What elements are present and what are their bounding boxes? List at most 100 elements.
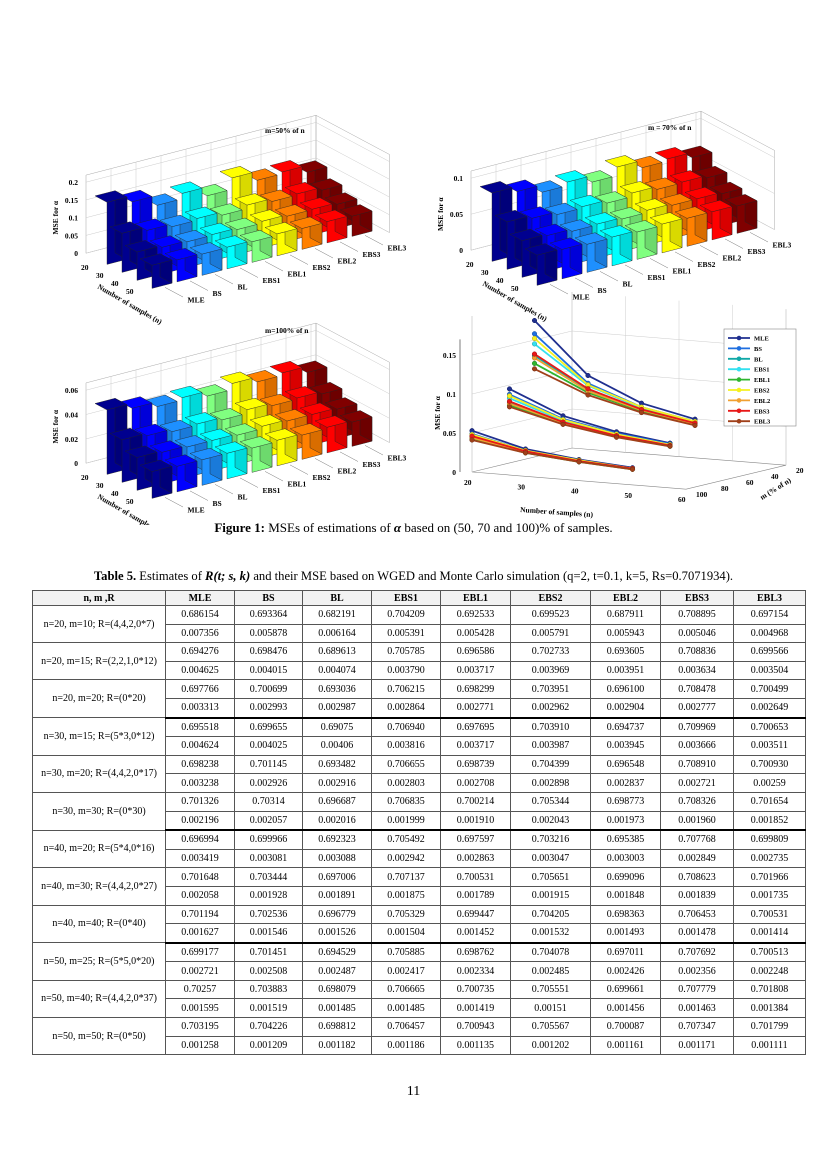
- table-cell: 0.005428: [440, 623, 511, 644]
- bar-EBS1-n50: [214, 235, 248, 270]
- data-point: [531, 317, 538, 324]
- data-point: [629, 466, 636, 472]
- bar-top-face: [184, 206, 218, 219]
- bar-top-face: [169, 385, 203, 398]
- bar-top-face: [234, 193, 268, 206]
- y-tick-label: 20: [796, 466, 804, 475]
- method-label: BL: [238, 492, 248, 501]
- table-cell: 0.701799: [733, 1017, 806, 1037]
- grid-line: [85, 354, 390, 415]
- table-cell: 0.696687: [302, 791, 372, 812]
- method-tick: [549, 284, 569, 295]
- bar-top-face: [284, 386, 318, 399]
- legend-marker: [736, 366, 742, 372]
- table-cell: 0.001111: [733, 1035, 806, 1056]
- method-label: BL: [623, 279, 633, 288]
- grid-line: [471, 408, 787, 434]
- bar-top-face: [139, 253, 173, 266]
- legend-label: EBS2: [754, 388, 770, 395]
- table-cell: 0.695385: [590, 829, 661, 850]
- x-tick-label: 20: [464, 478, 472, 487]
- table-cell: 0.698079: [302, 979, 372, 1000]
- table-cell: 0.694737: [590, 717, 661, 738]
- legend-item: EBL1: [728, 377, 770, 384]
- table-cell: 0.698363: [590, 904, 661, 925]
- table-cell: 0.003238: [165, 773, 235, 793]
- table-cell: 0.699523: [510, 605, 591, 625]
- table-cell: 0.709969: [660, 717, 734, 738]
- table-cell: 0.006164: [302, 623, 372, 644]
- estimate-row: n=20, m=15; R=(2,2,1,0*12) 0.694276 0.6984…: [32, 642, 806, 681]
- table-cell: 0.001186: [371, 1035, 441, 1056]
- table-cell: 0.701451: [234, 942, 303, 963]
- table-cell: 0.003717: [440, 736, 511, 756]
- table-cell: 0.002417: [371, 961, 441, 981]
- table-cell: 0.001419: [440, 998, 511, 1019]
- table-cell: 0.001485: [371, 998, 441, 1019]
- data-point: [531, 351, 538, 357]
- estimate-row: n=30, m=15; R=(5*3,0*12) 0.695518 0.699655…: [32, 717, 806, 756]
- table-cell: 0.706665: [371, 979, 441, 1000]
- table-cell: 0.697695: [440, 717, 511, 738]
- table-cell: 0.002649: [733, 697, 806, 719]
- table-cell: 0.699177: [165, 942, 235, 963]
- table-cell: 0.700499: [733, 679, 806, 699]
- x-tick-label: 30: [518, 482, 526, 491]
- bar-BS-n50: [549, 237, 583, 280]
- series-line: [509, 395, 671, 446]
- table-cell: 0.694276: [165, 642, 235, 662]
- table-cell: 0.001973: [590, 810, 661, 832]
- figure-caption-symbol: α: [393, 520, 402, 535]
- legend-marker: [736, 418, 742, 424]
- mse-row: 0.003313 0.002993 0.002987 0.002864 0.002771…: [33, 697, 806, 719]
- estimate-row: n=30, m=20; R=(4,4,2,0*17) 0.698238 0.7011…: [32, 754, 806, 793]
- table-cell: 0.700214: [440, 791, 511, 812]
- table-cell: 0.001452: [440, 923, 511, 944]
- legend: MLE BS BL EBS1 EBL1 EBS2 EBL2 EBS3 EBL3: [723, 328, 797, 427]
- method-tick: [239, 477, 259, 488]
- legend-item: EBS1: [728, 367, 770, 374]
- table-cell: 0.002771: [440, 697, 511, 719]
- bar-top-face: [314, 209, 348, 222]
- method-tick: [214, 484, 234, 495]
- data-point: [531, 360, 538, 366]
- scheme-label: n=50, m=40; R=(4,4,2,0*37): [32, 979, 166, 1019]
- method-label: BS: [213, 289, 222, 298]
- table-cell: 0.70257: [165, 979, 235, 1000]
- table-cell: 0.001504: [371, 923, 441, 944]
- table-cell: 0.708895: [660, 605, 734, 625]
- bar-EBS2-n50: [264, 428, 298, 467]
- figure-caption: Figure 1: MSEs of estimations of α based…: [0, 520, 827, 536]
- y-tick-label: 100: [696, 490, 708, 499]
- bar-top-face: [159, 419, 193, 432]
- x-tick-label: 50: [625, 491, 633, 500]
- method-label: EBL2: [723, 253, 742, 262]
- bar-BL-n50: [189, 447, 223, 486]
- data-point: [531, 331, 538, 337]
- column-header: EBS1: [371, 590, 441, 606]
- bar-top-face: [259, 393, 293, 406]
- column-header: BL: [302, 590, 372, 606]
- table-cell: 0.699809: [733, 829, 806, 850]
- legend-box: [723, 328, 797, 427]
- bar-EBS2-n50: [264, 221, 298, 257]
- bar-top-face: [509, 228, 543, 241]
- bar-top-face: [519, 206, 553, 219]
- z-tick-label: 0.04: [65, 411, 78, 420]
- table-cell: 0.003634: [660, 660, 734, 681]
- z-tick-label: 0: [74, 249, 78, 258]
- bar-top-face: [199, 428, 233, 441]
- table-cell: 0.701145: [234, 754, 303, 775]
- method-label: EBS3: [363, 250, 381, 259]
- table-cell: 0.001519: [234, 998, 303, 1019]
- table-cell: 0.001414: [733, 923, 806, 944]
- table-cell: 0.708326: [660, 791, 734, 812]
- table-cell: 0.002057: [234, 810, 303, 832]
- series-EBS1: [469, 341, 698, 472]
- method-tick: [339, 451, 359, 462]
- bar-EBS3-n50: [699, 199, 733, 241]
- bar-top-face: [284, 182, 318, 195]
- table-cell: 0.005046: [660, 623, 734, 644]
- table-cell: 0.005943: [590, 623, 661, 644]
- figure-caption-label: Figure 1:: [214, 520, 265, 535]
